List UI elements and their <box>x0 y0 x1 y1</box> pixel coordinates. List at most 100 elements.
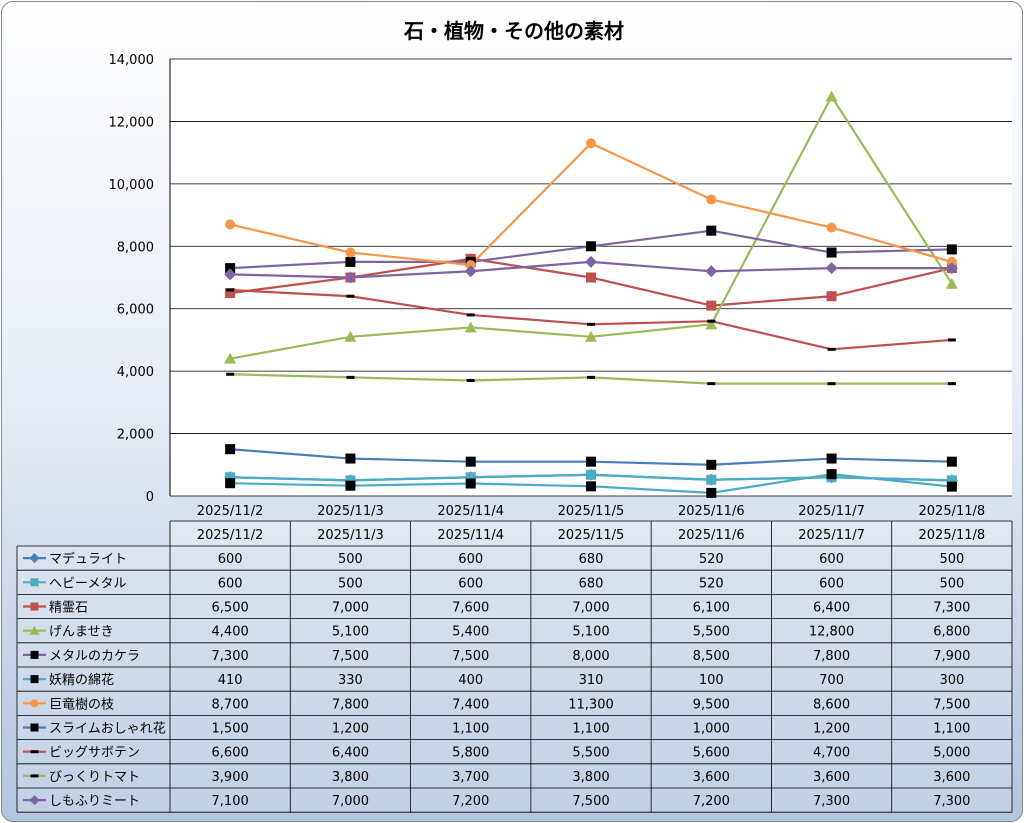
legend-label: 精霊石 <box>49 601 88 616</box>
legend-key-marker <box>30 699 39 708</box>
data-point <box>466 313 475 317</box>
table-header-cell: 2025/11/8 <box>919 528 986 543</box>
data-point <box>225 219 236 230</box>
table-value-cell: 600 <box>218 552 243 567</box>
data-point <box>706 459 717 470</box>
table-value-cell: 5,800 <box>452 746 489 761</box>
data-point <box>706 474 717 485</box>
legend-label: メタルのカケラ <box>49 649 140 664</box>
data-point <box>586 272 596 283</box>
data-point <box>587 322 595 326</box>
table-value-cell: 3,700 <box>452 770 489 785</box>
table-value-cell: 3,600 <box>813 770 850 785</box>
data-point <box>826 222 837 233</box>
legend-key-marker <box>30 774 39 778</box>
y-tick-label: 12,000 <box>109 115 155 130</box>
data-point <box>225 478 236 489</box>
data-point <box>945 277 958 289</box>
table-value-cell: 3,800 <box>572 770 609 785</box>
data-point <box>707 382 716 386</box>
legend-label: げんませき <box>49 625 114 640</box>
legend-key-marker <box>30 602 39 611</box>
data-point <box>224 352 237 364</box>
data-point <box>344 330 357 342</box>
table-value-cell: 6,500 <box>212 601 249 616</box>
data-point <box>826 291 837 302</box>
y-tick-label: 0 <box>146 490 154 505</box>
data-point <box>825 90 838 102</box>
table-value-cell: 330 <box>338 673 363 688</box>
table-value-cell: 680 <box>579 576 604 591</box>
data-point <box>827 347 836 351</box>
table-value-cell: 7,500 <box>933 697 970 712</box>
data-point <box>706 300 717 311</box>
table-value-cell: 3,900 <box>212 770 249 785</box>
legend-label: マデュライト <box>49 551 127 567</box>
data-point <box>345 453 356 464</box>
y-tick-label: 6,000 <box>117 303 154 318</box>
data-point <box>947 382 956 386</box>
data-point <box>585 330 597 342</box>
table-value-cell: 5,500 <box>693 625 730 640</box>
table-value-cell: 12,800 <box>809 625 855 640</box>
legend-key-marker <box>29 795 40 806</box>
table-value-cell: 5,500 <box>572 746 609 761</box>
table-body-bg <box>17 546 1012 813</box>
data-point <box>825 262 838 275</box>
table-header-cell: 2025/11/5 <box>558 528 625 543</box>
data-point <box>224 268 237 281</box>
data-point <box>586 241 596 252</box>
table-value-cell: 8,700 <box>212 697 249 712</box>
table-value-cell: 7,300 <box>813 794 850 809</box>
table-value-cell: 8,000 <box>572 649 609 664</box>
table-value-cell: 500 <box>338 576 363 591</box>
y-tick-label: 10,000 <box>109 178 155 193</box>
table-value-cell: 7,300 <box>933 794 970 809</box>
table-value-cell: 500 <box>939 576 964 591</box>
data-point <box>465 456 476 467</box>
table-value-cell: 6,600 <box>212 746 249 761</box>
table-header-cell: 2025/11/6 <box>678 528 745 543</box>
data-point <box>465 260 476 271</box>
data-point <box>706 194 717 205</box>
table-value-cell: 600 <box>819 576 844 591</box>
data-point <box>345 480 356 491</box>
table-header-cell: 2025/11/4 <box>437 528 504 543</box>
data-point <box>464 321 477 333</box>
table-value-cell: 300 <box>939 673 964 688</box>
table-header-cell: 2025/11/7 <box>798 528 865 543</box>
table-value-cell: 310 <box>579 673 604 688</box>
table-value-cell: 600 <box>819 552 844 567</box>
data-point <box>947 338 956 342</box>
table-value-cell: 7,400 <box>452 697 489 712</box>
data-point <box>225 444 236 455</box>
y-tick-label: 4,000 <box>117 365 154 380</box>
table-value-cell: 5,000 <box>933 746 970 761</box>
data-point <box>345 247 356 258</box>
table-value-cell: 3,600 <box>693 770 730 785</box>
table-value-cell: 600 <box>218 576 243 591</box>
data-point <box>586 456 596 467</box>
data-point <box>345 256 356 267</box>
table-value-cell: 7,500 <box>572 794 609 809</box>
data-point <box>946 244 957 255</box>
y-tick-label: 14,000 <box>109 53 155 68</box>
table-value-cell: 600 <box>458 576 483 591</box>
table-value-cell: 1,100 <box>933 722 970 737</box>
table-value-cell: 520 <box>699 576 724 591</box>
table-header-cell: 2025/11/2 <box>197 528 264 543</box>
table-header-cell: 2025/11/3 <box>317 528 384 543</box>
legend-key-marker <box>29 625 40 635</box>
table-value-cell: 7,000 <box>332 601 369 616</box>
table-value-cell: 410 <box>218 673 243 688</box>
x-tick-label: 2025/11/5 <box>558 504 625 519</box>
data-point <box>946 256 957 267</box>
data-point <box>225 263 236 274</box>
x-tick-label: 2025/11/4 <box>437 504 504 519</box>
data-point <box>826 453 837 464</box>
legend-label: しもふりミート <box>49 794 140 809</box>
table-value-cell: 6,800 <box>933 625 970 640</box>
data-point <box>346 375 355 379</box>
data-point <box>706 487 717 498</box>
